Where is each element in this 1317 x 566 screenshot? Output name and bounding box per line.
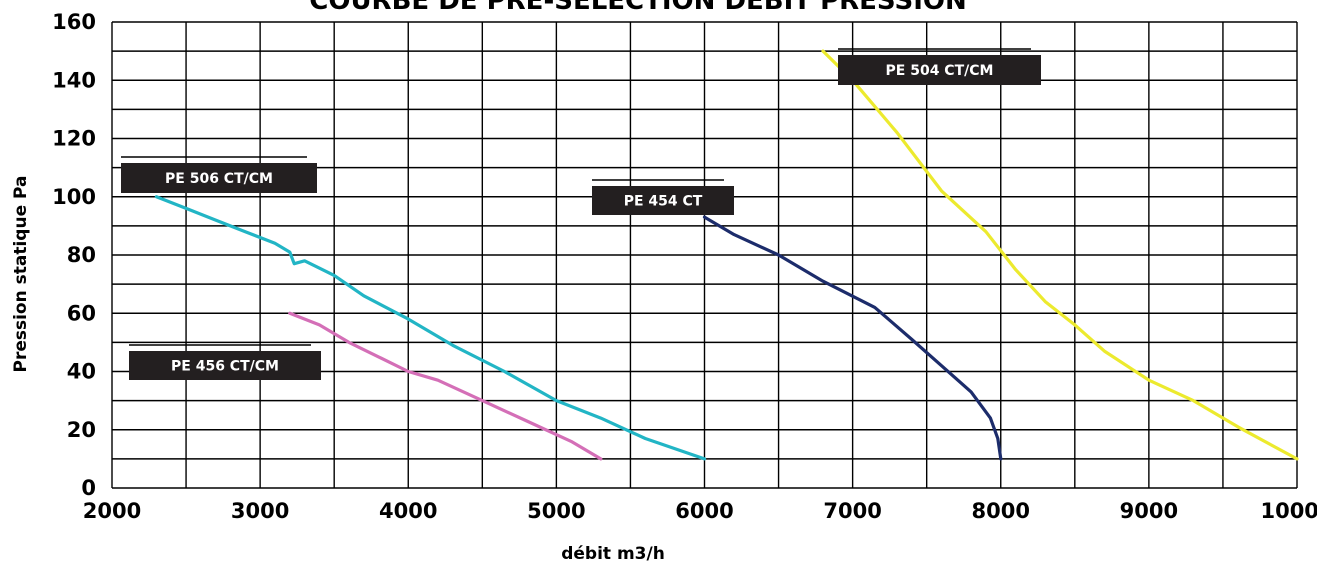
x-tick-label: 6000 [675,499,733,523]
series-label-box [121,163,317,193]
series-line-2 [702,215,1003,461]
series-label-box [838,55,1041,85]
series-label-box [129,351,321,380]
series-label-0: PE 506 CT/CM [165,171,273,187]
y-tick-label: 40 [67,360,96,384]
series-lines [154,49,1299,461]
x-tick-label: 5000 [527,499,585,523]
y-axis-label: Pression statique Pa [11,175,31,372]
series-label-box [592,186,734,215]
series-labels: PE 506 CT/CM PE 456 CT/CM PE 454 CT PE 504 … [121,48,1041,380]
y-tick-label: 140 [52,68,96,92]
series-line-1 [288,311,603,461]
series-line-3 [821,49,1299,461]
series-label-2: PE 454 CT [624,194,703,210]
x-tick-label: 9000 [1120,499,1178,523]
y-tick-label: 100 [52,185,96,209]
series-line-0 [154,195,707,461]
x-tick-label: 7000 [823,499,881,523]
x-tick-label: 2000 [83,499,141,523]
x-axis-label: débit m3/h [561,544,665,564]
y-tick-label: 160 [52,10,96,34]
y-tick-label: 20 [67,418,96,442]
grid [111,21,1298,489]
x-tick-label: 8000 [972,499,1030,523]
series-label-1: PE 456 CT/CM [171,359,279,375]
x-tick-label: 4000 [379,499,437,523]
y-tick-label: 80 [67,243,96,267]
y-tick-label: 120 [52,127,96,151]
chart-title: COURBE DE PRE-SELECTION DEBIT PRESSION [309,0,966,16]
x-tick-label: 3000 [231,499,289,523]
y-tick-label: 60 [67,301,96,325]
series-label-3: PE 504 CT/CM [886,63,994,79]
y-tick-label: 0 [81,476,96,500]
